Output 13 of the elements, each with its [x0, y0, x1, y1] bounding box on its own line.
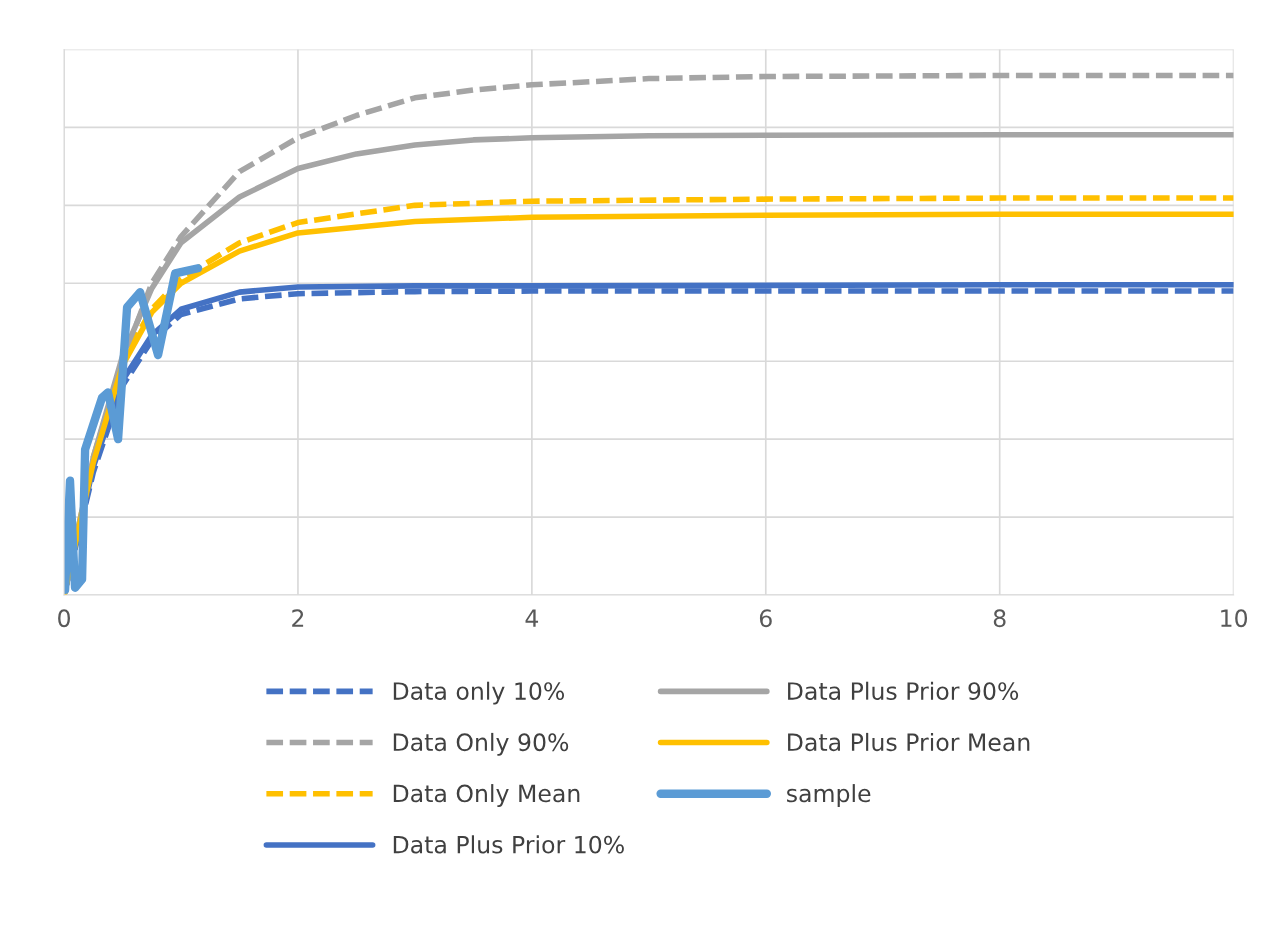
x-tick-label: 10 — [1221, 609, 1248, 628]
legend-label: Data Only 90% — [393, 732, 569, 756]
x-tick-label: 6 — [759, 609, 772, 628]
x-tick-label: 2 — [292, 609, 304, 627]
x-tick-label: 0 — [58, 609, 70, 628]
legend-label: Data Plus Prior 10% — [393, 835, 624, 854]
legend-label: Data Plus Prior 90% — [788, 681, 1019, 700]
legend-label: sample — [787, 784, 871, 807]
legend-label: Data only 10% — [393, 681, 565, 705]
legend-label: Data Only Mean — [393, 784, 580, 807]
x-tick-label: 8 — [993, 609, 1006, 628]
x-tick-label: 4 — [525, 609, 539, 627]
legend-label: Data Plus Prior Mean — [788, 732, 1030, 752]
